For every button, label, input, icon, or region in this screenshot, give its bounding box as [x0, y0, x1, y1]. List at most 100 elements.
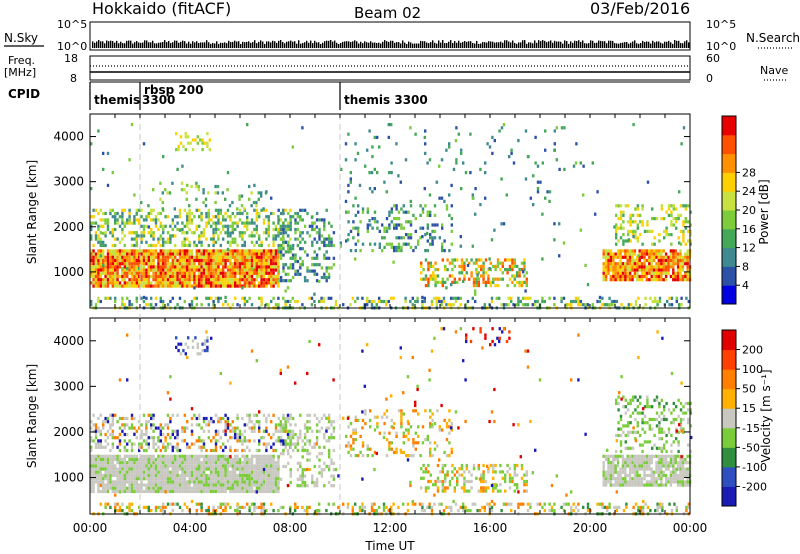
data-cell — [186, 445, 189, 449]
data-cell — [176, 268, 179, 272]
data-cell — [675, 207, 678, 211]
data-cell — [219, 445, 222, 449]
data-cell — [164, 461, 167, 465]
data-cell — [267, 227, 270, 232]
data-cell — [190, 274, 194, 279]
data-cell — [643, 262, 646, 266]
data-cell — [138, 445, 141, 449]
data-cell — [102, 218, 105, 222]
data-cell — [178, 477, 182, 481]
data-cell — [198, 262, 201, 266]
data-cell — [123, 439, 126, 443]
data-cell — [289, 256, 292, 260]
data-cell — [222, 483, 225, 487]
data-cell — [152, 252, 155, 256]
data-cell — [289, 471, 292, 475]
data-cell — [366, 303, 369, 307]
data-cell — [643, 265, 646, 269]
data-cell — [234, 454, 237, 458]
nsky-bar — [510, 42, 512, 48]
data-cell — [198, 215, 201, 219]
data-cell — [171, 483, 174, 487]
data-cell — [162, 432, 165, 437]
data-cell — [99, 224, 102, 228]
data-cell — [236, 262, 239, 266]
data-cell — [340, 167, 343, 171]
data-cell — [200, 284, 203, 288]
nsky-bar — [222, 42, 224, 48]
data-cell — [287, 420, 290, 424]
data-cell — [116, 420, 119, 424]
data-cell — [236, 207, 239, 211]
data-cell — [94, 252, 98, 256]
data-cell — [94, 480, 98, 484]
data-cell — [140, 265, 143, 269]
data-cell — [152, 464, 155, 468]
data-cell — [512, 161, 516, 165]
data-cell — [217, 483, 220, 487]
data-cell — [140, 224, 143, 228]
data-cell — [231, 281, 234, 285]
data-cell — [121, 258, 124, 263]
data-cell — [212, 470, 215, 474]
data-cell — [186, 467, 189, 471]
data-cell — [460, 463, 464, 468]
data-cell — [175, 345, 178, 349]
data-cell — [126, 448, 129, 453]
data-cell — [643, 249, 646, 253]
data-cell — [166, 442, 170, 446]
data-cell — [243, 486, 246, 490]
data-cell — [433, 296, 436, 300]
data-cell — [193, 271, 196, 275]
data-cell — [270, 470, 273, 474]
data-cell — [277, 234, 280, 238]
data-cell — [145, 467, 148, 471]
data-cell — [332, 429, 336, 433]
data-cell — [451, 280, 454, 284]
data-cell — [260, 208, 263, 212]
data-cell — [123, 208, 126, 212]
data-cell — [145, 454, 148, 458]
data-cell — [421, 207, 425, 211]
data-cell — [92, 265, 95, 269]
data-cell — [162, 284, 165, 288]
data-cell — [241, 296, 244, 300]
data-cell — [291, 243, 295, 248]
data-cell — [258, 461, 261, 465]
data-cell — [400, 207, 403, 211]
data-cell — [154, 271, 158, 275]
data-cell — [430, 303, 434, 307]
data-cell — [188, 208, 191, 212]
data-cell — [255, 457, 258, 462]
nsky-bar — [290, 40, 292, 48]
data-cell — [234, 436, 237, 440]
data-cell — [126, 262, 129, 266]
data-cell — [325, 426, 328, 430]
nsky-bar — [620, 43, 622, 48]
data-cell — [582, 164, 585, 168]
data-cell — [145, 432, 148, 437]
data-cell — [655, 262, 658, 266]
data-cell — [190, 303, 194, 307]
data-cell — [665, 233, 668, 237]
data-cell — [282, 243, 285, 248]
data-cell — [393, 204, 396, 208]
nsky-bar — [474, 43, 476, 48]
nsky-bar — [186, 43, 188, 48]
data-cell — [258, 284, 261, 288]
data-cell — [260, 461, 263, 465]
data-cell — [628, 278, 632, 282]
nsky-bar — [294, 41, 296, 48]
data-cell — [414, 217, 417, 221]
data-cell — [97, 240, 100, 244]
data-cell — [142, 265, 146, 269]
data-cell — [301, 455, 304, 459]
data-cell — [238, 258, 242, 263]
data-cell — [214, 489, 218, 494]
data-cell — [255, 274, 258, 279]
data-cell — [229, 281, 232, 285]
data-cell — [279, 227, 282, 232]
data-cell — [243, 299, 246, 304]
data-cell — [128, 477, 131, 481]
data-cell — [210, 255, 213, 259]
